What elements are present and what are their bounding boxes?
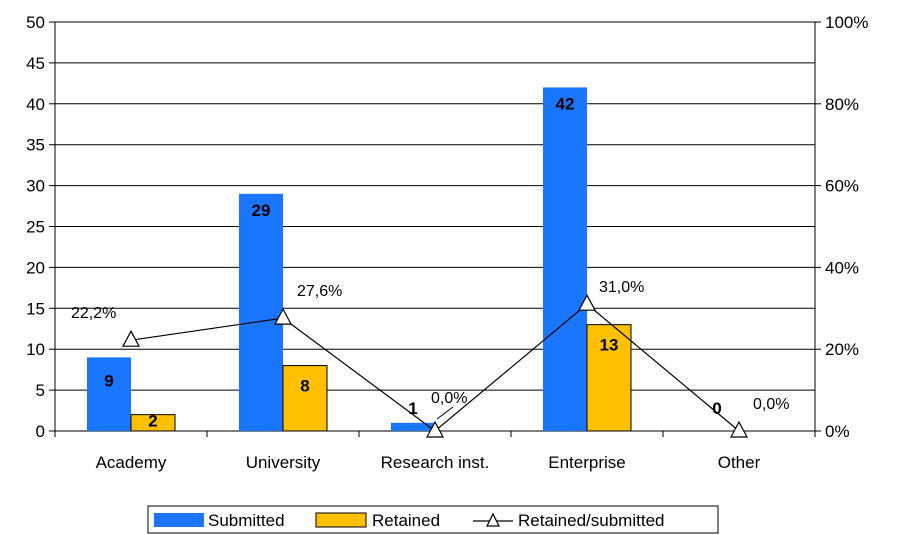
y-tick-label: 40 [26, 95, 45, 114]
bar-label-submitted: 42 [556, 94, 575, 113]
y2-tick-label: 60% [825, 177, 859, 196]
y-tick-label: 45 [26, 54, 45, 73]
bar-submitted [239, 193, 283, 431]
ratio-label: 0,0% [753, 396, 789, 413]
ratio-marker [274, 307, 292, 325]
category-label: Research inst. [381, 453, 490, 472]
category-label: Academy [96, 453, 167, 472]
y-tick-label: 35 [26, 136, 45, 155]
bar-label-submitted: 0 [712, 399, 721, 418]
y-tick-label: 5 [36, 381, 45, 400]
category-label: Other [718, 453, 761, 472]
legend-box [147, 505, 719, 534]
bar-label-submitted: 29 [252, 201, 271, 220]
bar-label-submitted: 9 [104, 371, 113, 390]
bar-submitted [87, 357, 131, 431]
legend-label-submitted: Submitted [208, 511, 285, 530]
ratio-label: 22,2% [71, 305, 116, 322]
bar-submitted [543, 87, 587, 431]
ratio-marker [122, 329, 140, 347]
y-tick-label: 0 [36, 422, 45, 441]
bar-retained [130, 414, 176, 432]
legend-swatch-marker [486, 512, 500, 527]
y-tick-label: 10 [26, 340, 45, 359]
legend-label-ratio: Retained/submitted [518, 511, 664, 530]
y2-tick-label: 0% [825, 422, 850, 441]
y2-tick-label: 100% [825, 13, 868, 32]
bar-retained [282, 365, 328, 432]
bar-label-submitted: 1 [408, 399, 417, 418]
ratio-marker [426, 420, 444, 438]
bar-label-retained: 13 [600, 336, 619, 355]
y2-tick-label: 20% [825, 340, 859, 359]
bar-label-retained: 8 [300, 377, 309, 396]
ratio-marker [730, 420, 748, 438]
ratio-label: 27,6% [297, 283, 342, 300]
y-tick-label: 25 [26, 218, 45, 237]
legend-label-retained: Retained [372, 511, 440, 530]
y-tick-label: 20 [26, 258, 45, 277]
y-tick-label: 15 [26, 299, 45, 318]
y2-tick-label: 40% [825, 258, 859, 277]
ratio-label-leader [436, 406, 454, 420]
bar-label-retained: 2 [148, 412, 157, 431]
ratio-label: 0,0% [431, 390, 467, 407]
ratio-marker [578, 293, 596, 311]
bar-retained [586, 324, 632, 432]
ratio-line [130, 303, 740, 432]
category-label: University [246, 453, 321, 472]
ratio-label: 31,0% [599, 279, 644, 296]
bar-submitted [391, 422, 435, 431]
legend-swatch-retained [315, 512, 367, 528]
legend-swatch-submitted [154, 513, 204, 527]
y-tick-label: 30 [26, 177, 45, 196]
category-label: Enterprise [548, 453, 625, 472]
y2-tick-label: 80% [825, 95, 859, 114]
y-tick-label: 50 [26, 13, 45, 32]
